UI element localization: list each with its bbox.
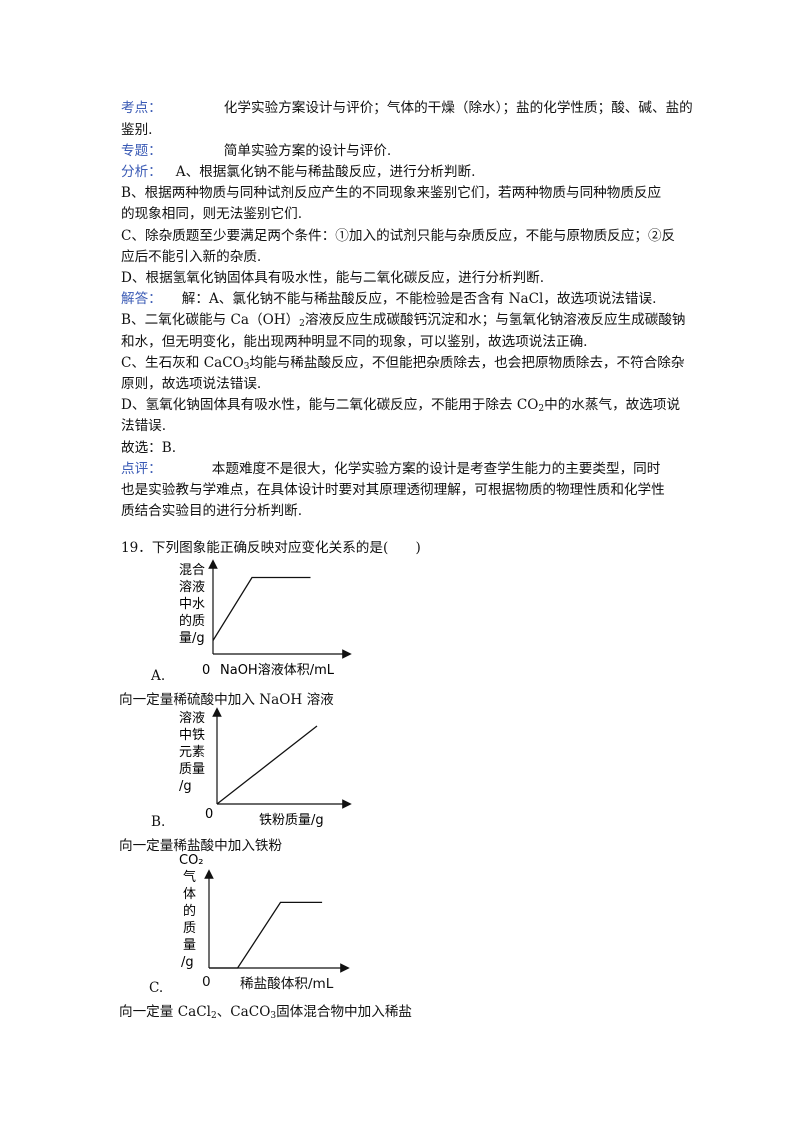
chart-c-ylabel-3: 质: [183, 921, 196, 936]
kaodian-text: 化学实验方案设计与评价；气体的干燥（除水）；盐的化学性质；酸、碱、盐的: [223, 100, 693, 116]
jieda-d-pre: D、氢氧化钠固体具有吸水性，能与二氧化碳反应，不能用于除去 CO: [121, 397, 539, 413]
option-a-letter: A.: [151, 668, 166, 684]
jieda-a-text: 解：A、氯化钠不能与稀盐酸反应，不能检验是否含有 NaCl，故选项说法错误.: [181, 291, 657, 307]
dianping-line: 点评： 本题难度不是很大，化学实验方案的设计是考查学生能力的主要类型，同时: [121, 459, 660, 479]
fenxi-b-line-2: 的现象相同，则无法鉴别它们.: [121, 206, 303, 222]
chart-a-ylabel-2: 中水: [179, 597, 205, 612]
option-c-desc-post: 固体混合物中加入稀盐: [276, 1004, 413, 1020]
chart-a-ylabel-1: 溶液: [179, 580, 205, 595]
jieda-b-post: 溶液反应生成碳酸钙沉淀和水；与氢氧化钠溶液反应生成碳酸钠: [304, 312, 686, 328]
fenxi-c-line-2: 应后不能引入新的杂质.: [121, 249, 262, 265]
question-stem: 19．下列图象能正确反映对应变化关系的是( ): [121, 540, 421, 556]
jieda-b-sub: 2: [299, 319, 305, 329]
chart-a-ylabel: 混合 溶液 中水 的质 量/g: [179, 563, 205, 646]
kaodian-label: 考点：: [121, 100, 162, 116]
dianping-label: 点评：: [121, 461, 162, 477]
jieda-b-pre: B、二氧化碳能与 Ca（OH）: [121, 312, 300, 328]
jieda-d-line-1: D、氢氧化钠固体具有吸水性，能与二氧化碳反应，不能用于除去 CO2中的水蒸气，故…: [121, 395, 680, 415]
option-b-letter: B.: [151, 814, 166, 830]
jieda-b-line-1: B、二氧化碳能与 Ca（OH）2溶液反应生成碳酸钙沉淀和水；与氢氧化钠溶液反应生…: [121, 310, 686, 330]
option-b-desc: 向一定量稀盐酸中加入铁粉: [119, 838, 283, 854]
chart-a-svg: 混合 溶液 中水 的质 量/g 0 NaOH溶液体积/mL: [179, 559, 352, 678]
option-c-letter: C.: [149, 980, 164, 996]
chart-c-ylabel-2: 的: [183, 903, 196, 919]
chart-c-ylabel: CO₂ 气 体 的 质 量 /g: [179, 853, 204, 970]
option-c-sub2: 3: [270, 1011, 277, 1021]
jieda-line: 解答： 解：A、氯化钠不能与稀盐酸反应，不能检验是否含有 NaCl，故选项说法错误…: [121, 289, 656, 309]
chart-c-ylabel-top: CO₂: [179, 853, 204, 868]
chart-a: 混合 溶液 中水 的质 量/g 0 NaOH溶液体积/mL: [175, 558, 365, 688]
kaodian-line: 考点： 化学实验方案设计与评价；气体的干燥（除水）；盐的化学性质；酸、碱、盐的: [121, 98, 693, 118]
chart-b: 溶液 中铁 元素 质量 /g 0 铁粉质量/g: [175, 706, 365, 836]
chart-c-svg: CO₂ 气 体 的 质 量 /g: [179, 853, 350, 973]
chart-a-series-line: [212, 576, 311, 641]
chart-c-ylabel-1: 体: [183, 887, 196, 902]
chart-c-xlabel: 稀盐酸体积/mL: [240, 976, 334, 992]
zhuanti-label: 专题：: [121, 143, 162, 159]
chart-a-ylabel-3: 的质: [179, 613, 205, 629]
option-a-desc: 向一定量稀硫酸中加入 NaOH 溶液: [119, 692, 334, 708]
jieda-c-line-1: C、生石灰和 CaCO3均能与稀盐酸反应，不但能把杂质除去，也会把原物质除去，不…: [121, 353, 684, 373]
chart-a-ylabel-0: 混合: [179, 563, 205, 578]
fenxi-c-line-1: C、除杂质题至少要满足两个条件：①加入的试剂只能与杂质反应，不能与原物质反应；②…: [121, 228, 676, 244]
dianping-line-3: 质结合实验目的进行分析判断.: [121, 503, 303, 519]
jieda-d-sub: 2: [538, 404, 545, 414]
jieda-c-post: 均能与稀盐酸反应，不但能把杂质除去，也会把原物质除去，不符合除杂: [249, 355, 685, 371]
jieda-d-line-2: 法错误.: [121, 418, 167, 434]
jieda-b-line-2: 和水，但无明变化，能出现两种明显不同的现象，可以鉴别，故选项说法正确.: [121, 334, 588, 350]
fenxi-label: 分析：: [121, 164, 162, 180]
chart-c-ylabel-5: /g: [181, 955, 194, 970]
guxuan-line: 故选：B.: [121, 440, 177, 456]
chart-b-series-line: [216, 725, 318, 805]
kaodian-line-2: 鉴别.: [121, 122, 153, 138]
chart-a-xlabel: NaOH溶液体积/mL: [220, 663, 335, 678]
chart-b-ylabel-0: 溶液: [179, 711, 205, 726]
option-c-sub1: 2: [210, 1011, 217, 1021]
fenxi-text: A、根据氯化钠不能与稀盐酸反应，进行分析判断.: [175, 164, 476, 180]
chart-c-ylabel-4: 量: [183, 938, 196, 953]
chart-b-xlabel: 铁粉质量/g: [259, 813, 324, 828]
zhuanti-line: 专题： 简单实验方案的设计与评价.: [121, 141, 391, 161]
jieda-c-line-2: 原则，故选项说法错误.: [121, 376, 262, 392]
option-c-desc: 向一定量 CaCl2、CaCO3固体混合物中加入稀盐: [119, 1000, 413, 1021]
jieda-c-sub: 3: [243, 362, 250, 372]
chart-b-ylabel-3: 质量: [179, 762, 205, 777]
jieda-c-pre: C、生石灰和 CaCO: [121, 355, 244, 371]
chart-b-ylabel: 溶液 中铁 元素 质量 /g: [179, 711, 205, 794]
jieda-label: 解答：: [121, 291, 162, 307]
fenxi-b-line-1: B、根据两种物质与同种试剂反应产生的不同现象来鉴别它们，若两种物质与同种物质反应: [121, 185, 662, 201]
chart-a-ylabel-4: 量/g: [179, 631, 205, 646]
chart-c-series-line: [209, 901, 323, 969]
zhuanti-text: 简单实验方案的设计与评价.: [223, 143, 392, 159]
chart-b-svg: 溶液 中铁 元素 质量 /g 0 铁粉质量/g: [179, 707, 352, 828]
jieda-d-post: 中的水蒸气，故选项说: [544, 397, 681, 413]
chart-b-ylabel-1: 中铁: [179, 728, 205, 743]
chart-c-ylabel-0: 气: [183, 869, 196, 885]
dianping-line-2: 也是实验教与学难点，在具体设计时要对其原理透彻理解，可根据物质的物理性质和化学性: [121, 482, 665, 498]
chart-c: CO₂ 气 体 的 质 量 /g: [175, 850, 365, 980]
chart-c-origin: 0: [202, 974, 211, 990]
option-c-desc-mid: 、CaCO: [216, 1004, 271, 1020]
chart-b-origin: 0: [205, 807, 213, 822]
fenxi-line: 分析： A、根据氯化钠不能与稀盐酸反应，进行分析判断.: [121, 162, 475, 182]
dianping-text: 本题难度不是很大，化学实验方案的设计是考查学生能力的主要类型，同时: [211, 461, 661, 477]
chart-b-ylabel-2: 元素: [179, 745, 205, 760]
chart-b-ylabel-4: /g: [179, 779, 192, 794]
fenxi-d-line: D、根据氢氧化钠固体具有吸水性，能与二氧化碳反应，进行分析判断.: [121, 270, 545, 286]
option-c-desc-pre: 向一定量 CaCl: [119, 1004, 211, 1020]
chart-a-origin: 0: [202, 663, 210, 678]
